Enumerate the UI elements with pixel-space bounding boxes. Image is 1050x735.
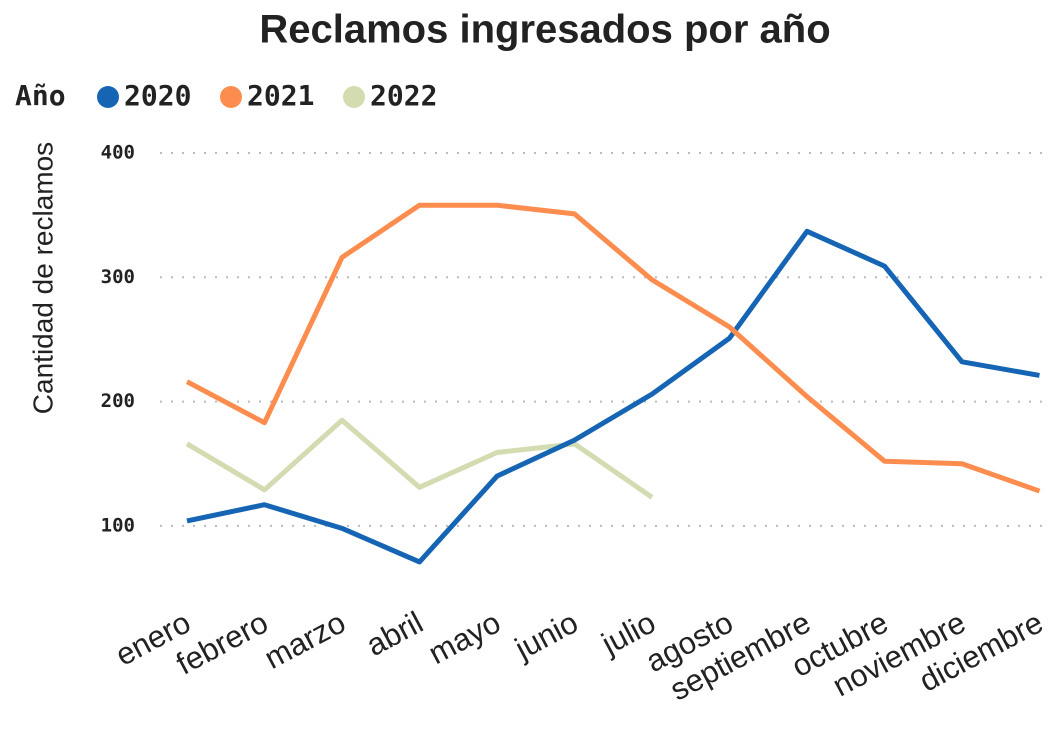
x-tick-label: abril [360,605,428,663]
legend-swatch [343,86,365,108]
y-tick-label: 400 [101,142,135,164]
y-axis-label: Cantidad de reclamos [27,142,58,414]
y-tick-label: 100 [101,514,135,536]
legend-title: Año [15,79,66,112]
legend-swatch [220,86,242,108]
legend-label: 2021 [247,79,314,112]
y-tick-label: 200 [101,390,135,412]
legend-label: 2020 [124,79,191,112]
x-tick-label: junio [508,605,583,667]
x-tick-label: mayo [423,605,506,671]
series-line [186,228,1040,565]
x-tick-label: febrero [170,605,273,682]
legend-swatch [97,86,119,108]
legend-label: 2022 [370,79,437,112]
y-tick-label: 300 [101,266,135,288]
chart-title: Reclamos ingresados por año [259,8,830,52]
series-line [185,202,1041,494]
series-line [185,417,654,500]
x-tick-label: marzo [259,605,351,676]
